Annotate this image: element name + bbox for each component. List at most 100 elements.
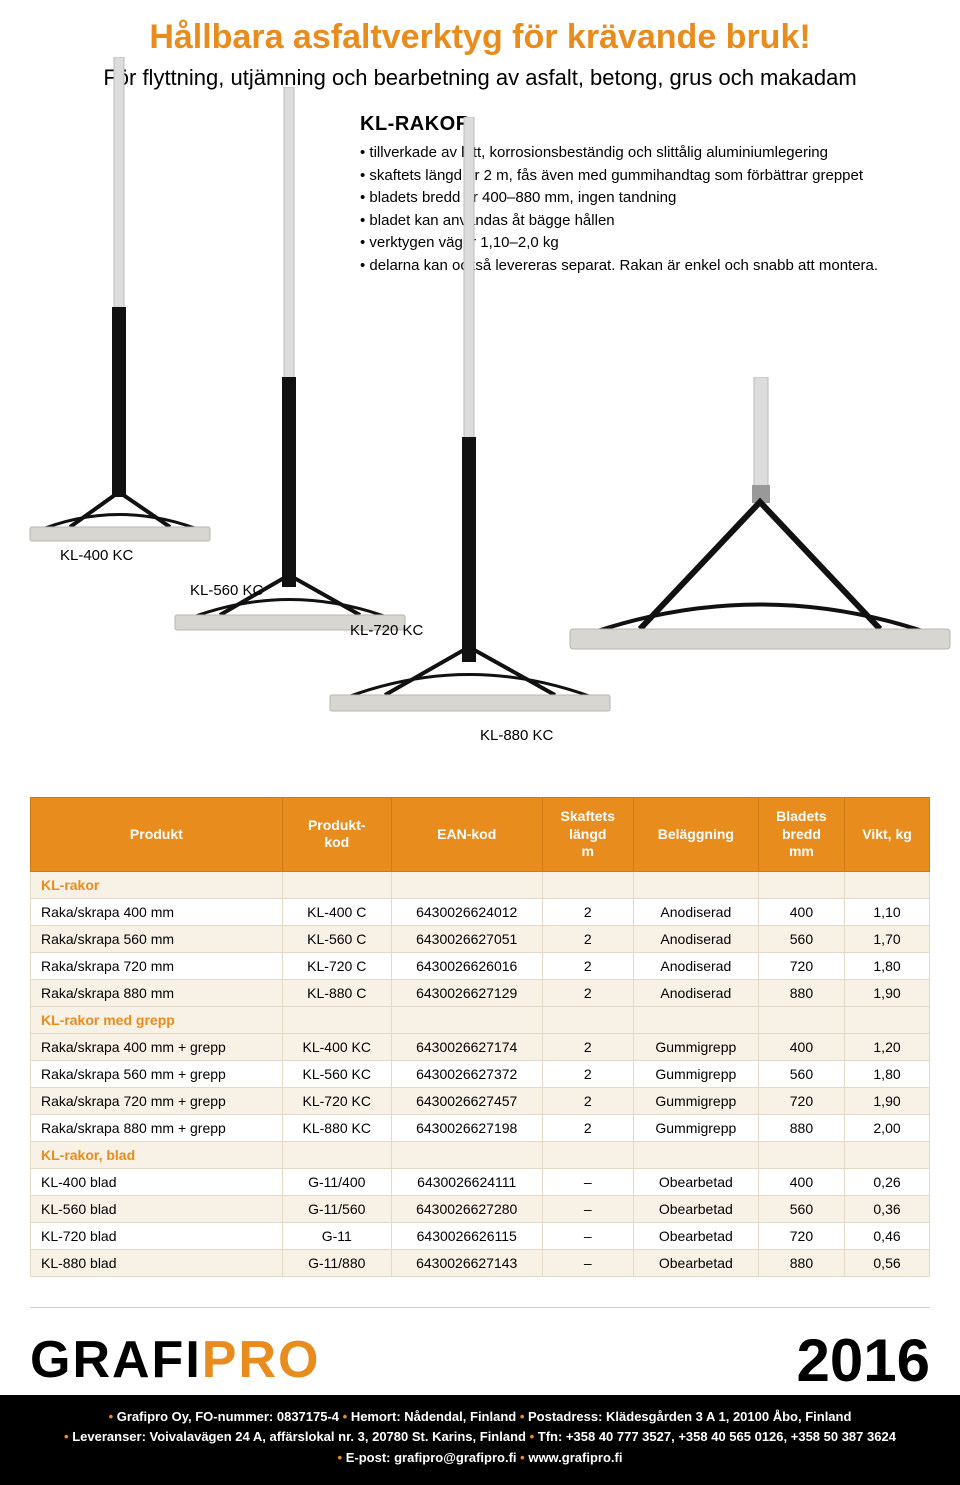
table-cell: KL-720 C [282,952,391,979]
table-cell: G-11/880 [282,1249,391,1276]
table-cell [845,1141,930,1168]
table-section-label: KL-rakor [31,871,283,898]
table-cell: 400 [758,1168,844,1195]
table-row: Raka/skrapa 720 mm + greppKL-720 KC64300… [31,1087,930,1114]
table-cell: 1,10 [845,898,930,925]
table-cell: 560 [758,1060,844,1087]
table-header-cell: Produkt-kod [282,798,391,872]
table-cell: 880 [758,979,844,1006]
table-cell: Gummigrepp [633,1060,758,1087]
brand-logo: GRAFIPRO [30,1330,320,1390]
table-cell: KL-880 KC [282,1114,391,1141]
product-illustration: KL-400 KC KL-560 KC KL-720 KC [20,287,940,767]
table-cell: Raka/skrapa 720 mm [31,952,283,979]
table-cell: Anodiserad [633,925,758,952]
table-cell: 720 [758,1222,844,1249]
table-cell: 6430026626016 [391,952,542,979]
table-cell: 2 [542,925,633,952]
table-cell: Raka/skrapa 880 mm + grepp [31,1114,283,1141]
table-row: Raka/skrapa 720 mmKL-720 C64300266260162… [31,952,930,979]
table-header-cell: Produkt [31,798,283,872]
table-row: Raka/skrapa 880 mmKL-880 C64300266271292… [31,979,930,1006]
table-row: KL-560 bladG-11/5606430026627280–Obearbe… [31,1195,930,1222]
product-table: ProduktProdukt-kodEAN-kodSkaftetslängdmB… [30,797,930,1277]
table-row: KL-400 bladG-11/4006430026624111–Obearbe… [31,1168,930,1195]
table-cell [542,1006,633,1033]
table-header-cell: EAN-kod [391,798,542,872]
table-cell [633,1141,758,1168]
table-cell: 1,20 [845,1033,930,1060]
table-row: KL-720 bladG-116430026626115–Obearbetad7… [31,1222,930,1249]
table-cell: 1,90 [845,979,930,1006]
page-title: Hållbara asfaltverktyg för krävande bruk… [30,18,930,57]
table-cell: 2 [542,952,633,979]
table-cell: 720 [758,1087,844,1114]
table-cell [758,871,844,898]
table-cell: 2,00 [845,1114,930,1141]
table-cell [633,1006,758,1033]
brand-part2: PRO [202,1331,321,1389]
table-cell [758,1141,844,1168]
table-cell: Gummigrepp [633,1033,758,1060]
table-cell: Gummigrepp [633,1114,758,1141]
table-header-cell: Skaftetslängdm [542,798,633,872]
table-cell [845,1006,930,1033]
table-cell: 560 [758,1195,844,1222]
table-cell: Obearbetad [633,1168,758,1195]
table-cell [391,1006,542,1033]
table-cell: – [542,1168,633,1195]
table-cell: G-11/560 [282,1195,391,1222]
table-cell [282,871,391,898]
table-cell: 720 [758,952,844,979]
table-cell: Raka/skrapa 400 mm [31,898,283,925]
table-row: Raka/skrapa 400 mm + greppKL-400 KC64300… [31,1033,930,1060]
table-section-label: KL-rakor med grepp [31,1006,283,1033]
table-cell: KL-400 C [282,898,391,925]
table-cell: 6430026624012 [391,898,542,925]
table-row: Raka/skrapa 400 mmKL-400 C64300266240122… [31,898,930,925]
footer-line: • E-post: grafipro@grafipro.fi • www.gra… [30,1448,930,1469]
product-label: KL-720 KC [350,622,423,639]
table-cell [758,1006,844,1033]
table-cell: 1,80 [845,1060,930,1087]
table-cell: 2 [542,1033,633,1060]
table-cell: 2 [542,1087,633,1114]
table-cell: KL-560 blad [31,1195,283,1222]
product-label: KL-560 KC [190,582,263,599]
table-cell: Raka/skrapa 400 mm + grepp [31,1033,283,1060]
table-cell [391,871,542,898]
table-cell: Gummigrepp [633,1087,758,1114]
table-cell: KL-560 KC [282,1060,391,1087]
product-label: KL-880 KC [480,727,553,744]
table-row: Raka/skrapa 880 mm + greppKL-880 KC64300… [31,1114,930,1141]
table-cell: 2 [542,898,633,925]
table-cell: Obearbetad [633,1222,758,1249]
table-header-cell: Beläggning [633,798,758,872]
table-cell: 6430026627174 [391,1033,542,1060]
table-cell: KL-560 C [282,925,391,952]
table-header-cell: Bladetsbreddmm [758,798,844,872]
product-label: KL-400 KC [60,547,133,564]
table-cell: – [542,1249,633,1276]
table-cell: 1,80 [845,952,930,979]
table-cell: KL-880 C [282,979,391,1006]
table-cell: 880 [758,1114,844,1141]
brand-part1: GRAFI [30,1331,202,1389]
table-cell: Raka/skrapa 880 mm [31,979,283,1006]
table-row: KL-880 bladG-11/8806430026627143–Obearbe… [31,1249,930,1276]
table-cell: KL-400 KC [282,1033,391,1060]
table-cell: 560 [758,925,844,952]
rake-icon [560,377,960,667]
table-cell: Obearbetad [633,1195,758,1222]
table-cell: 0,26 [845,1168,930,1195]
table-header-cell: Vikt, kg [845,798,930,872]
table-cell: KL-720 KC [282,1087,391,1114]
table-cell: 6430026624111 [391,1168,542,1195]
table-row: Raka/skrapa 560 mmKL-560 C64300266270512… [31,925,930,952]
table-cell: Raka/skrapa 560 mm [31,925,283,952]
table-cell [282,1141,391,1168]
table-cell: 400 [758,898,844,925]
table-cell: Anodiserad [633,979,758,1006]
brand-year: 2016 [797,1326,930,1395]
table-cell: 0,36 [845,1195,930,1222]
